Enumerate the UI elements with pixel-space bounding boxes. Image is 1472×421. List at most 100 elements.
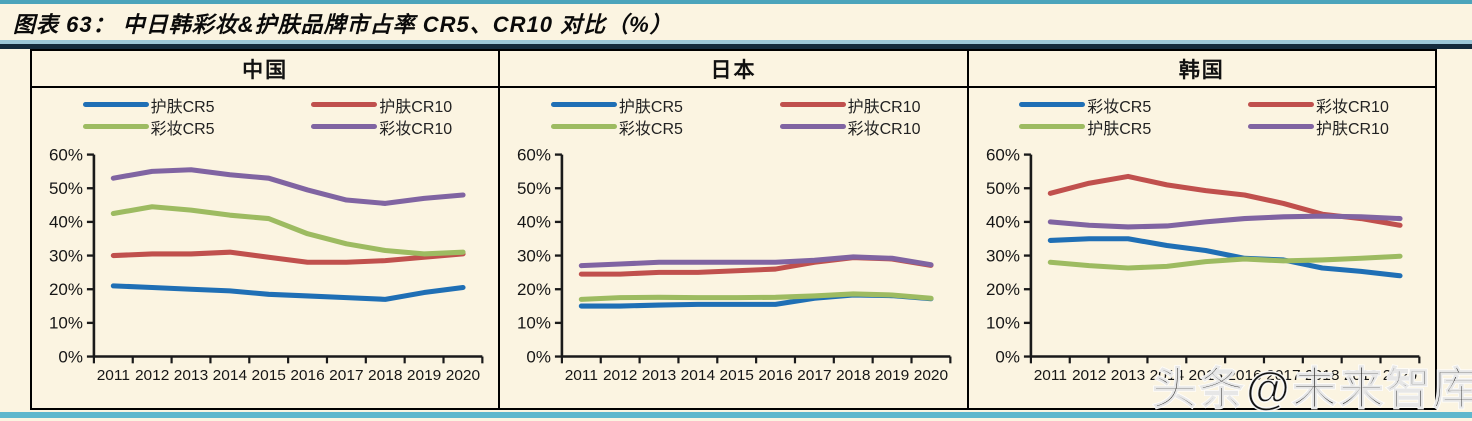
svg-text:2017: 2017 — [329, 367, 363, 384]
svg-text:30%: 30% — [517, 247, 551, 266]
line-chart-japan: 0% 10% 20% 30% 40% 50% 60% 2011 2012 2013 2014 2015… — [517, 146, 952, 384]
svg-text:20%: 20% — [986, 280, 1020, 299]
svg-text:10%: 10% — [49, 314, 83, 333]
panel-japan-chart-area: 0% 10% 20% 30% 40% 50% 60% 2011 2012 2013 2014 2015… — [500, 141, 966, 408]
legend-label: 彩妆CR10 — [379, 120, 453, 138]
svg-text:2018: 2018 — [836, 367, 870, 384]
svg-text:2020: 2020 — [446, 367, 480, 384]
legend-swatch-red — [311, 102, 378, 107]
line-chart-china: 0% 10% 20% 30% 40% 50% 60% 2011 2012 2013 2014 2015… — [49, 146, 484, 384]
svg-text:2019: 2019 — [1344, 367, 1378, 384]
svg-text:50%: 50% — [986, 179, 1020, 198]
legend-swatch-purple — [779, 124, 846, 129]
legend-label: 护肤CR5 — [618, 98, 683, 116]
panel-japan-title: 日本 — [500, 51, 967, 88]
svg-text:2016: 2016 — [1227, 367, 1261, 384]
legend-swatch-blue — [550, 102, 617, 107]
svg-text:2015: 2015 — [720, 367, 754, 384]
svg-text:2015: 2015 — [1188, 367, 1222, 384]
svg-text:50%: 50% — [49, 179, 83, 198]
svg-text:2017: 2017 — [798, 367, 832, 384]
chart-panels-table: 中国 护肤CR5 护肤CR10 彩妆CR5 彩妆CR10 0% 10% 20% 30%… — [30, 49, 1437, 410]
legend-item: 彩妆CR5 — [969, 95, 1202, 116]
svg-text:2018: 2018 — [1305, 367, 1339, 384]
legend-label: 彩妆CR10 — [1315, 98, 1389, 116]
legend-item: 护肤CR10 — [265, 95, 498, 116]
svg-text:2012: 2012 — [603, 367, 637, 384]
legend-item: 彩妆CR10 — [733, 117, 966, 138]
svg-text:60%: 60% — [986, 146, 1020, 165]
legend-item: 彩妆CR5 — [32, 117, 265, 138]
svg-text:10%: 10% — [517, 314, 551, 333]
legend-label: 彩妆CR5 — [1087, 98, 1152, 116]
panel-china-chart-area: 0% 10% 20% 30% 40% 50% 60% 2011 2012 2013 2014 2015… — [32, 141, 498, 408]
legend-label: 护肤CR10 — [379, 98, 453, 116]
legend-swatch-red — [779, 102, 846, 107]
svg-text:60%: 60% — [517, 146, 551, 165]
legend-label: 彩妆CR10 — [847, 120, 921, 138]
svg-text:0%: 0% — [527, 348, 552, 367]
svg-text:2014: 2014 — [1149, 367, 1184, 384]
legend-item: 护肤CR5 — [500, 95, 733, 116]
svg-text:2011: 2011 — [1033, 367, 1066, 384]
svg-text:2018: 2018 — [368, 367, 402, 384]
legend-swatch-blue — [1019, 102, 1086, 107]
legend-label: 护肤CR10 — [1315, 120, 1389, 138]
legend-item: 护肤CR5 — [969, 117, 1202, 138]
legend-item: 彩妆CR10 — [265, 117, 498, 138]
panel-korea: 韩国 彩妆CR5 彩妆CR10 护肤CR5 护肤CR10 0% 10% 20% 30%… — [968, 51, 1435, 408]
svg-text:10%: 10% — [986, 314, 1020, 333]
legend-swatch-red — [1247, 102, 1314, 107]
legend-swatch-green — [82, 124, 149, 129]
panel-china-title: 中国 — [32, 51, 499, 88]
panel-china-legend: 护肤CR5 护肤CR10 彩妆CR5 彩妆CR10 — [32, 88, 498, 141]
svg-text:20%: 20% — [517, 280, 551, 299]
svg-text:30%: 30% — [49, 247, 83, 266]
svg-text:2015: 2015 — [252, 367, 286, 384]
title-divider-rule — [0, 40, 1472, 49]
legend-label: 护肤CR5 — [150, 98, 215, 116]
legend-label: 护肤CR5 — [1087, 120, 1152, 138]
svg-text:2014: 2014 — [213, 367, 248, 384]
svg-text:2019: 2019 — [875, 367, 909, 384]
svg-text:30%: 30% — [986, 247, 1020, 266]
legend-swatch-green — [1019, 124, 1086, 129]
svg-text:2020: 2020 — [1382, 367, 1416, 384]
panel-china: 中国 护肤CR5 护肤CR10 彩妆CR5 彩妆CR10 0% 10% 20% 30%… — [32, 51, 501, 408]
panel-korea-legend: 彩妆CR5 彩妆CR10 护肤CR5 护肤CR10 — [969, 88, 1435, 141]
legend-item: 彩妆CR10 — [1202, 95, 1435, 116]
legend-item: 护肤CR10 — [733, 95, 966, 116]
svg-text:2012: 2012 — [135, 367, 169, 384]
svg-text:2016: 2016 — [290, 367, 324, 384]
svg-text:2011: 2011 — [97, 367, 130, 384]
legend-item: 护肤CR5 — [32, 95, 265, 116]
svg-text:2013: 2013 — [174, 367, 208, 384]
svg-text:0%: 0% — [995, 348, 1020, 367]
svg-text:2019: 2019 — [407, 367, 441, 384]
svg-text:20%: 20% — [49, 280, 83, 299]
svg-text:40%: 40% — [986, 213, 1020, 232]
svg-text:40%: 40% — [517, 213, 551, 232]
svg-text:2011: 2011 — [565, 367, 598, 384]
svg-text:2020: 2020 — [914, 367, 948, 384]
svg-text:40%: 40% — [49, 213, 83, 232]
panel-japan: 日本 护肤CR5 护肤CR10 彩妆CR5 彩妆CR10 0% 10% 20% 30%… — [500, 51, 969, 408]
legend-swatch-purple — [1247, 124, 1314, 129]
legend-swatch-blue — [82, 102, 149, 107]
svg-text:2017: 2017 — [1266, 367, 1300, 384]
panel-korea-title: 韩国 — [968, 51, 1435, 88]
svg-text:2012: 2012 — [1072, 367, 1106, 384]
watermark: 头条@未来智库 — [1151, 362, 1472, 415]
svg-text:2013: 2013 — [642, 367, 676, 384]
panel-korea-chart-area: 0% 10% 20% 30% 40% 50% 60% 2011 2012 2013 2014 2015… — [969, 141, 1435, 408]
svg-text:2016: 2016 — [759, 367, 793, 384]
bottom-accent-rule — [0, 412, 1472, 418]
svg-text:50%: 50% — [517, 179, 551, 198]
figure-title: 图表 63： 中日韩彩妆&护肤品牌市占率 CR5、CR10 对比（%） — [13, 12, 673, 37]
legend-swatch-green — [550, 124, 617, 129]
line-chart-korea: 0% 10% 20% 30% 40% 50% 60% 2011 2012 2013 2014 2015… — [986, 146, 1421, 384]
legend-swatch-purple — [311, 124, 378, 129]
svg-text:0%: 0% — [58, 348, 83, 367]
panel-japan-legend: 护肤CR5 护肤CR10 彩妆CR5 彩妆CR10 — [500, 88, 966, 141]
legend-item: 彩妆CR5 — [500, 117, 733, 138]
